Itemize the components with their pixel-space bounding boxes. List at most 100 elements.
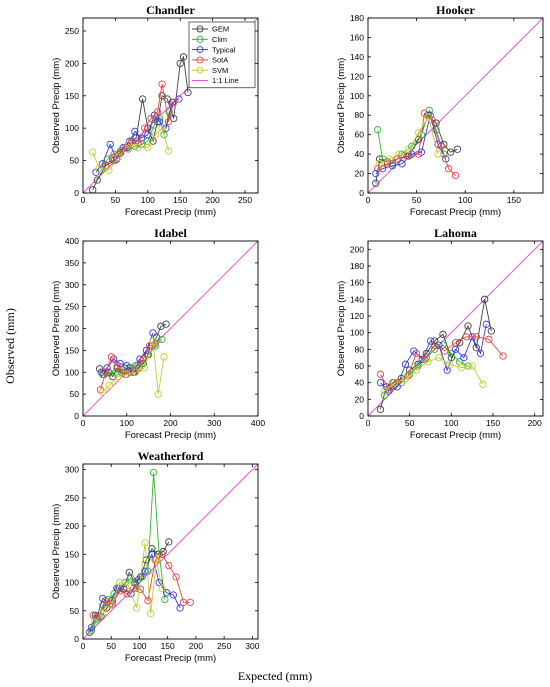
data-point <box>439 330 447 338</box>
y-axis-label: Observed Precip (mm) <box>51 504 62 600</box>
data-point <box>144 143 152 152</box>
legend-label: 1:1 Line <box>212 76 239 85</box>
y-tick-label: 50 <box>70 389 80 399</box>
data-point <box>414 129 423 137</box>
y-tick-label: 250 <box>65 493 79 503</box>
data-point <box>437 142 445 150</box>
data-point <box>123 370 131 379</box>
data-point <box>426 337 435 345</box>
data-point <box>434 150 442 158</box>
plot-frame <box>367 240 544 417</box>
y-tick-label: 150 <box>65 91 79 101</box>
x-tick-label: 200 <box>189 641 203 651</box>
data-point <box>160 131 168 139</box>
data-point <box>435 341 443 349</box>
data-point <box>158 550 166 558</box>
data-point <box>153 108 162 116</box>
legend-label: Clim <box>212 35 227 44</box>
data-point <box>134 576 142 584</box>
y-axis-label: Observed Precip (mm) <box>51 281 62 377</box>
x-tick-label: 0 <box>81 641 86 651</box>
data-point <box>125 364 133 372</box>
data-point <box>90 618 98 626</box>
data-point <box>446 148 455 156</box>
y-tick-label: 120 <box>350 311 364 321</box>
data-point <box>184 88 192 97</box>
plot-frame <box>82 17 259 194</box>
data-point <box>169 591 177 599</box>
data-point <box>154 390 162 398</box>
data-point <box>105 381 113 390</box>
x-tick-label: 0 <box>81 418 86 428</box>
data-point <box>485 335 493 343</box>
data-point <box>101 596 110 605</box>
series-line <box>92 127 170 171</box>
data-point <box>147 609 155 618</box>
legend-marker <box>196 46 204 54</box>
series-line <box>93 542 163 623</box>
series-gem <box>89 53 192 193</box>
data-point <box>137 134 145 142</box>
y-tick-label: 160 <box>350 278 364 288</box>
y-tick-label: 0 <box>359 188 364 198</box>
data-point <box>127 574 135 582</box>
y-tick-label: 350 <box>65 258 79 268</box>
y-tick-label: 0 <box>74 188 79 198</box>
data-point <box>499 352 507 360</box>
series-svm <box>99 337 168 398</box>
data-point <box>136 585 145 593</box>
data-point <box>106 140 114 149</box>
data-point <box>113 362 121 370</box>
plot-frame <box>367 17 544 194</box>
x-tick-label: 150 <box>161 641 175 651</box>
data-point <box>141 539 149 547</box>
x-tick-label: 200 <box>528 418 542 428</box>
x-tick-label: 100 <box>444 418 458 428</box>
legend-label: GEM <box>212 25 229 34</box>
series-sota <box>89 550 194 622</box>
data-point <box>148 545 156 553</box>
panel-idabel: Idabel 0 100 200 300 400 0 50 100 150 200 250 300 350… <box>51 226 265 441</box>
series-typical <box>376 320 490 395</box>
data-point <box>393 383 401 391</box>
y-tick-label: 0 <box>74 411 79 421</box>
y-tick-label: 80 <box>355 110 365 120</box>
panel-weatherford: Weatherford 0 50 100 150 200 250 300 0 50 100 150 20… <box>51 449 260 664</box>
x-tick-label: 250 <box>238 195 252 205</box>
data-point <box>398 160 406 168</box>
data-point <box>374 165 382 173</box>
data-point <box>131 127 139 136</box>
legend-marker <box>196 66 204 74</box>
data-point <box>447 349 455 358</box>
data-point <box>383 160 392 168</box>
data-point <box>381 391 389 399</box>
data-point <box>385 155 394 163</box>
data-point <box>151 131 160 139</box>
x-tick-label: 250 <box>217 641 231 651</box>
y-tick-label: 120 <box>350 71 364 81</box>
series-svm <box>90 539 166 626</box>
data-point <box>149 137 157 145</box>
data-point <box>420 109 429 117</box>
data-point <box>132 604 141 612</box>
legend-marker <box>196 35 204 43</box>
data-point <box>170 98 178 106</box>
data-point <box>446 360 454 368</box>
data-point <box>102 368 110 376</box>
data-point <box>152 556 161 564</box>
data-point <box>148 550 156 558</box>
data-point <box>149 329 157 337</box>
data-point <box>107 353 116 361</box>
plot-area <box>368 241 543 416</box>
y-tick-label: 100 <box>65 578 79 588</box>
data-point <box>149 337 157 346</box>
y-tick-label: 140 <box>350 294 364 304</box>
data-point <box>158 80 166 88</box>
y-tick-label: 100 <box>65 367 79 377</box>
legend-label: SVM <box>212 66 228 75</box>
data-point <box>123 143 131 152</box>
data-point <box>476 349 485 358</box>
data-point <box>462 333 470 341</box>
data-point <box>144 131 152 139</box>
